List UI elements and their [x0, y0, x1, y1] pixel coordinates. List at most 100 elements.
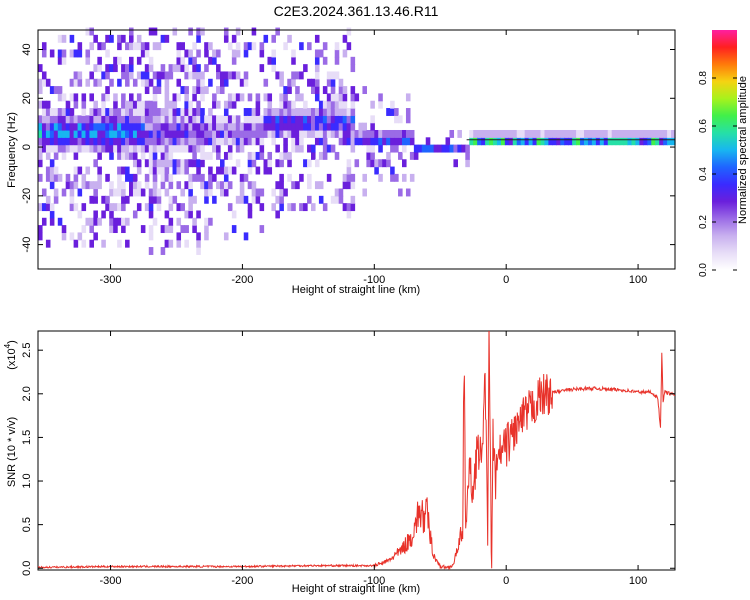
spectrogram-cell: [129, 108, 134, 116]
spectrogram-cell: [41, 137, 47, 146]
spectrogram-cell: [38, 64, 43, 73]
spectrogram-cell: [299, 122, 304, 131]
spectrogram-cell: [38, 115, 43, 124]
spectrogram-cell: [473, 129, 478, 138]
spectrogram-cell: [136, 34, 142, 43]
spectrogram-cell: [77, 42, 83, 51]
spectrogram-cell: [591, 129, 597, 138]
spectrogram-cell: [386, 137, 391, 146]
spectrogram-cell: [140, 78, 146, 87]
spectrogram-cell: [267, 122, 273, 131]
snr-x-tick-label: 100: [629, 575, 647, 587]
spectrogram-cell: [200, 78, 205, 87]
spectrogram-cell: [311, 203, 316, 212]
spectrogram-cell: [65, 173, 71, 182]
spectrogram-cell: [132, 144, 138, 153]
spectrogram-cell: [121, 151, 126, 160]
spectrogram-cell: [172, 108, 178, 116]
spectrogram-cell: [382, 137, 387, 146]
spectrogram-cell: [160, 122, 166, 131]
spectrogram-cell: [125, 122, 130, 131]
spectrogram-cell: [481, 137, 486, 146]
spectrogram-cell: [251, 115, 257, 124]
spectrogram-cell: [61, 188, 67, 197]
spectrogram-cell: [192, 42, 197, 51]
spectrogram-cell: [192, 122, 197, 131]
spectrogram-cell: [231, 34, 237, 43]
spectrogram-cell: [144, 203, 150, 212]
spectrogram-cells: [38, 27, 676, 255]
spectrogram-cell: [61, 49, 67, 58]
spectrogram-cell: [227, 129, 233, 138]
spectrogram-cell: [101, 71, 106, 80]
spectrogram-cell: [53, 144, 59, 153]
spectrogram-cell: [378, 159, 383, 168]
spectrogram-cell: [164, 137, 170, 146]
spectrogram-cell: [148, 203, 154, 212]
spectrogram-cell: [231, 93, 237, 102]
spectrogram-cell: [283, 122, 288, 131]
spectrogram-cell: [465, 144, 470, 153]
spectrogram-cell: [231, 122, 237, 131]
spectrogram-cell: [77, 115, 83, 124]
spectrogram-cell: [188, 115, 193, 124]
spectrogram-cell: [212, 115, 217, 124]
spectrogram-cell: [552, 137, 557, 146]
spectrogram-cell: [275, 108, 280, 116]
spectrogram-cell: [45, 122, 51, 131]
spectrogram-cell: [41, 78, 47, 87]
spectrogram-cell: [659, 137, 664, 146]
spectrogram-cell: [409, 137, 415, 146]
spectrogram-cell: [334, 93, 340, 102]
spectrogram-cell: [251, 151, 257, 160]
spectrogram-cell: [200, 129, 205, 138]
spectrogram-cell: [390, 137, 395, 146]
spectrogram-cell: [140, 71, 146, 80]
spectrogram-cell: [156, 195, 162, 204]
spectrogram-cell: [77, 49, 83, 58]
spectrogram-cell: [164, 86, 170, 95]
spectrogram-cell: [180, 159, 185, 168]
spectrogram-cell: [342, 129, 348, 138]
spectrogram-cell: [208, 151, 213, 160]
spectrogram-cell: [330, 144, 336, 153]
spectrogram-cell: [140, 129, 146, 138]
spectrogram-cell: [295, 144, 300, 153]
spectrogram-cell: [243, 78, 249, 87]
spectrogram-x-tick-label: 100: [629, 274, 647, 286]
spectrogram-cell: [196, 34, 201, 43]
spectrogram-cell: [398, 137, 403, 146]
spectrogram-cell: [220, 181, 225, 190]
spectrogram-cell: [132, 159, 138, 168]
spectrogram-cell: [485, 137, 490, 146]
spectrogram-cell: [129, 181, 134, 190]
spectrogram-cell: [425, 137, 431, 146]
spectrogram-cell: [200, 27, 205, 36]
spectrogram-cell: [156, 71, 162, 80]
spectrogram-cell: [275, 159, 280, 168]
spectrogram-cell: [295, 181, 300, 190]
spectrogram-cell: [176, 115, 182, 124]
spectrogram-cell: [314, 86, 320, 95]
spectrogram-cell: [117, 173, 122, 182]
spectrogram-cell: [160, 159, 166, 168]
spectrogram-cell: [291, 144, 296, 153]
spectrogram-cell: [235, 159, 241, 168]
spectrogram-cell: [607, 137, 613, 146]
spectrogram-cell: [101, 42, 106, 51]
spectrogram-cell: [184, 115, 189, 124]
spectrogram-cell: [330, 108, 336, 116]
spectrogram-cell: [152, 93, 158, 102]
spectrogram-cell: [208, 181, 213, 190]
spectrogram-cell: [69, 203, 75, 212]
spectrogram-cell: [105, 173, 110, 182]
spectrogram-cell: [500, 129, 506, 138]
spectrogram-cell: [93, 115, 98, 124]
spectrogram-cell: [180, 115, 185, 124]
spectrogram-cell: [101, 115, 106, 124]
spectrogram-cell: [378, 93, 383, 102]
spectrogram-cell: [168, 122, 174, 131]
spectrogram-cell: [200, 151, 205, 160]
spectrogram-cell: [81, 108, 87, 116]
spectrogram-cell: [548, 129, 553, 138]
